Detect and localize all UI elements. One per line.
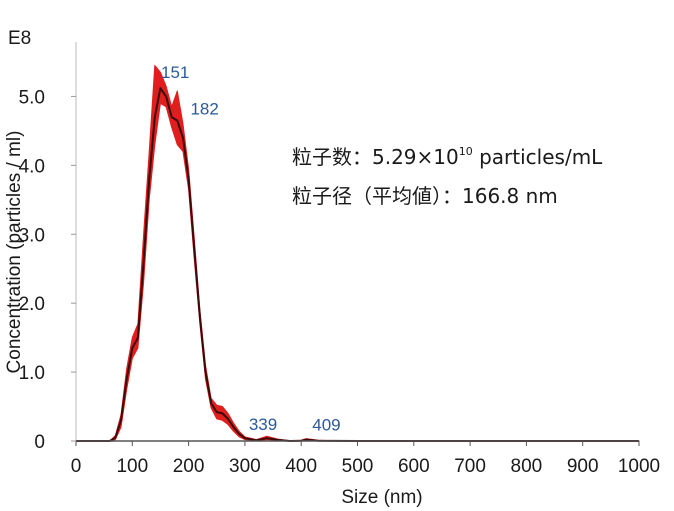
x-tick-label: 100 — [116, 456, 148, 477]
x-tick-label: 200 — [173, 456, 205, 477]
x-tick-label: 1000 — [618, 456, 660, 477]
x-tick-label: 0 — [71, 456, 82, 477]
x-tick-label: 900 — [567, 456, 599, 477]
x-tick-label: 500 — [342, 456, 374, 477]
x-axis-ticks: 0 100 200 300 400 500 600 700 800 900 1000 — [71, 441, 660, 477]
x-tick-label: 300 — [229, 456, 261, 477]
x-tick-label: 800 — [511, 456, 543, 477]
y-axis-ticks: 0 1.0 2.0 3.0 4.0 5.0 — [19, 87, 76, 453]
peak-label: 151 — [161, 63, 189, 82]
particle-count-text: 粒子数：5.29×1010 particles/mL — [292, 145, 603, 169]
y-tick-label: 5.0 — [19, 87, 45, 108]
confidence-band — [75, 64, 640, 442]
x-tick-label: 700 — [454, 456, 486, 477]
x-tick-label: 600 — [398, 456, 430, 477]
y-tick-label: 1.0 — [19, 363, 45, 384]
y-tick-label: 3.0 — [19, 225, 45, 246]
mean-size-text: 粒子径（平均値）：166.8 nm — [292, 184, 558, 208]
summary-annotation: 粒子数：5.29×1010 particles/mL 粒子径（平均値）：166.… — [292, 145, 603, 208]
x-tick-label: 400 — [285, 456, 317, 477]
peak-label: 409 — [312, 416, 340, 435]
x-axis-title: Size (nm) — [341, 487, 422, 508]
peak-label: 182 — [190, 100, 218, 119]
y-axis-title: Concentration (particles / ml) — [4, 131, 25, 374]
y-tick-label: 4.0 — [19, 156, 45, 177]
plot-area — [75, 64, 640, 442]
y-tick-label: 2.0 — [19, 294, 45, 315]
y-multiplier-label: E8 — [8, 28, 31, 49]
y-tick-label: 0 — [34, 432, 45, 453]
mean-concentration-line — [76, 87, 639, 442]
peak-label: 339 — [249, 415, 277, 434]
